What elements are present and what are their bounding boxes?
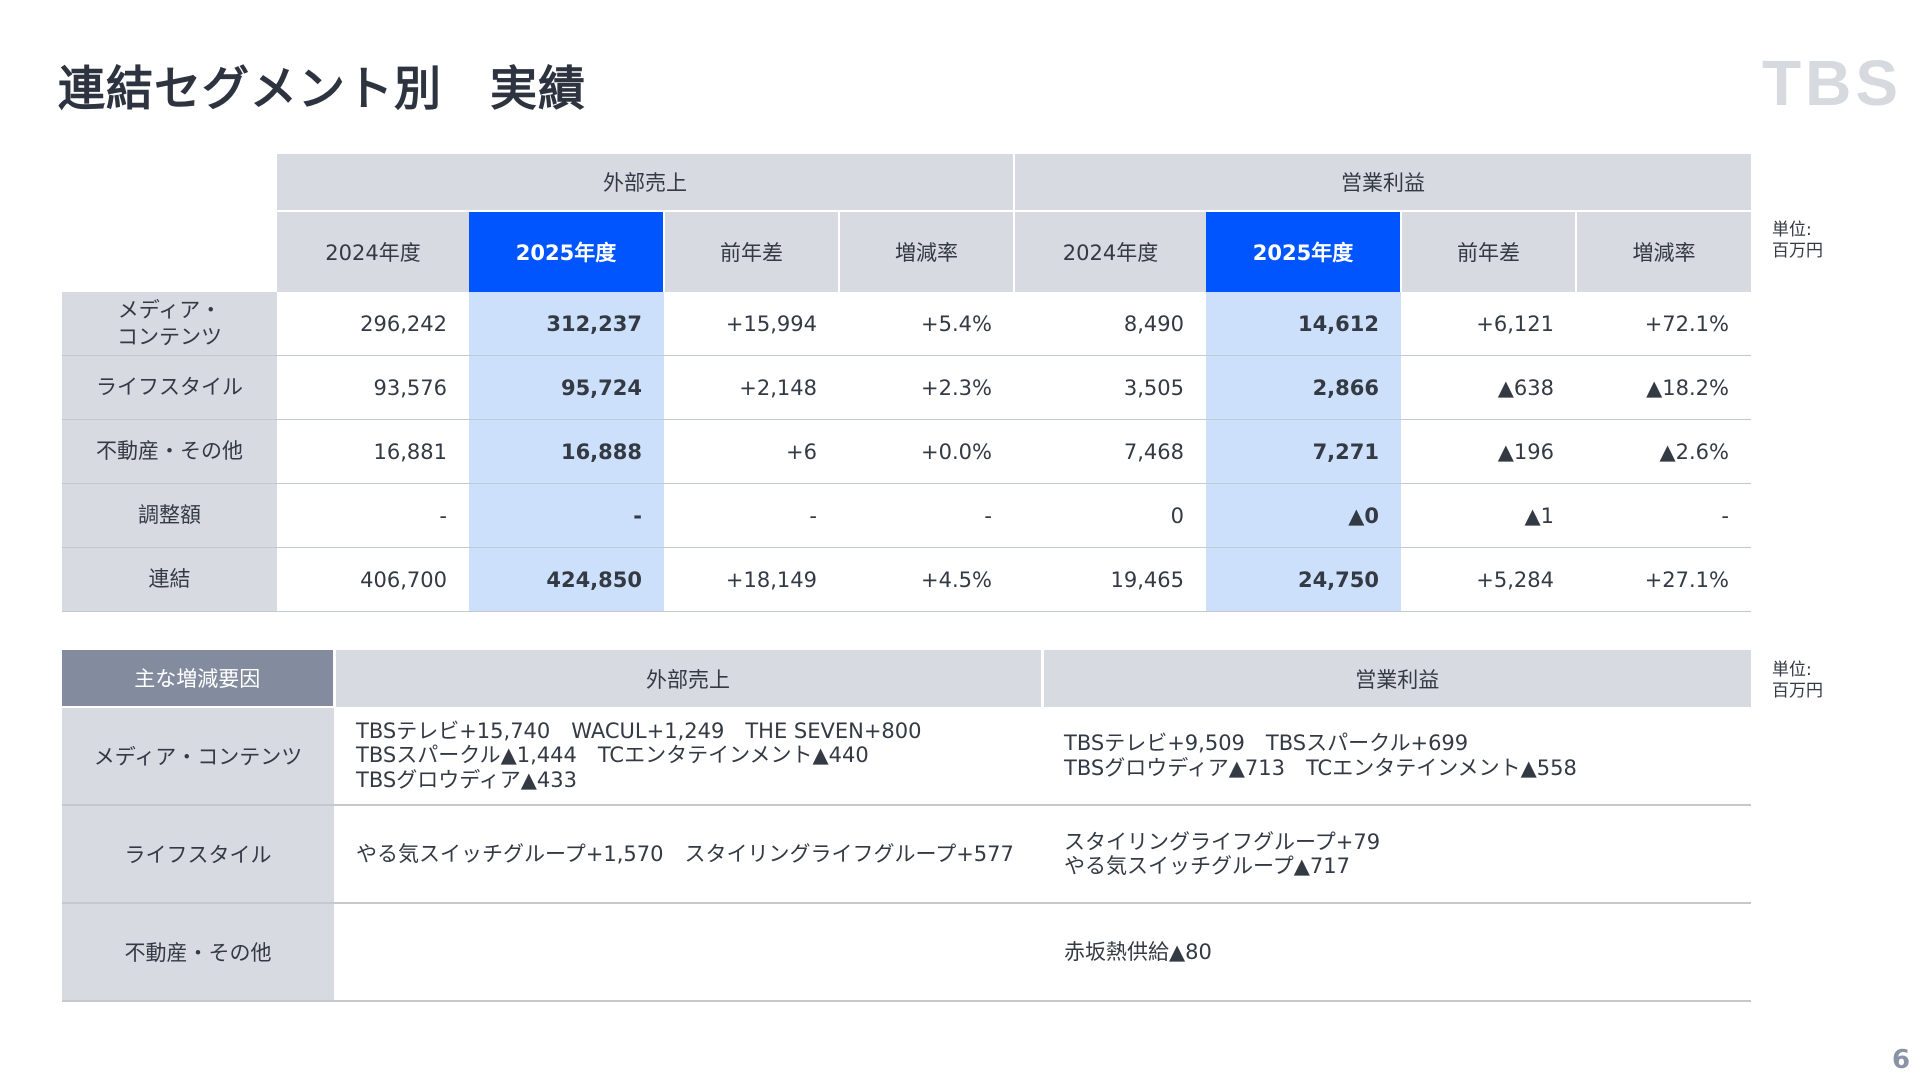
value-cell: 16,881 (277, 419, 469, 484)
row-header: 調整額 (62, 483, 277, 548)
group-header-external-sales: 外部売上 (332, 650, 1042, 707)
corner-blank (62, 211, 277, 292)
col-header: 増減率 (838, 210, 1014, 292)
col-header: 2024年度 (277, 210, 469, 292)
col-header-current: 2025年度 (469, 210, 664, 292)
table-row: メディア・ コンテンツ 296,242 312,237 +15,994 +5.4%… (62, 292, 1751, 356)
table-row: 連結 406,700 424,850 +18,149 +4.5% 19,465 … (62, 547, 1751, 612)
page-number: 6 (1892, 1045, 1911, 1075)
value-cell-current: ▲0 (1206, 483, 1401, 548)
group-header-external-sales: 外部売上 (277, 154, 1014, 211)
value-cell: - (664, 483, 839, 548)
profit-factors-cell: 赤坂熱供給▲80 (1042, 903, 1751, 1002)
value-cell: +2.3% (839, 355, 1014, 420)
value-cell-current: 14,612 (1206, 292, 1401, 356)
value-cell: ▲638 (1401, 355, 1576, 420)
row-header: メディア・コンテンツ (62, 706, 334, 806)
value-cell: 19,465 (1014, 547, 1206, 612)
unit-label-factors: 単位: 百万円 (1772, 660, 1823, 701)
row-header: ライフスタイル (62, 805, 334, 904)
col-header: 増減率 (1575, 210, 1751, 292)
row-header: 連結 (62, 547, 277, 612)
value-cell: 0 (1014, 483, 1206, 548)
group-header-operating-profit: 営業利益 (1013, 154, 1751, 211)
value-cell: - (839, 483, 1014, 548)
value-cell-current: 16,888 (469, 419, 664, 484)
row-header: ライフスタイル (62, 355, 277, 420)
value-cell: 406,700 (277, 547, 469, 612)
value-cell: +72.1% (1576, 292, 1751, 356)
value-cell: ▲1 (1401, 483, 1576, 548)
value-cell: +5.4% (839, 292, 1014, 356)
value-cell: ▲18.2% (1576, 355, 1751, 420)
value-cell: 93,576 (277, 355, 469, 420)
corner-blank (62, 154, 277, 211)
profit-factors-cell: スタイリングライフグループ+79 やる気スイッチグループ▲717 (1042, 805, 1751, 904)
table-row: メディア・コンテンツ TBSテレビ+15,740 WACUL+1,249 THE… (62, 706, 1751, 806)
table-row: ライフスタイル やる気スイッチグループ+1,570 スタイリングライフグループ+… (62, 805, 1751, 904)
sales-factors-cell: TBSテレビ+15,740 WACUL+1,249 THE SEVEN+800 … (334, 707, 1042, 806)
table-row: 不動産・その他 16,881 16,888 +6 +0.0% 7,468 7,2… (62, 419, 1751, 484)
value-cell-current: 95,724 (469, 355, 664, 420)
group-header-operating-profit: 営業利益 (1040, 650, 1751, 707)
row-header: メディア・コンテンツ (62, 292, 277, 356)
factors-corner-header: 主な増減要因 (62, 650, 334, 707)
unit-label: 単位: 百万円 (1772, 220, 1823, 261)
col-header: 前年差 (663, 210, 839, 292)
value-cell: 3,505 (1014, 355, 1206, 420)
table-row: ライフスタイル 93,576 95,724 +2,148 +2.3% 3,505… (62, 355, 1751, 420)
value-cell: +15,994 (664, 292, 839, 356)
table-row: 調整額 - - - - 0 ▲0 ▲1 - (62, 483, 1751, 548)
value-cell: 8,490 (1014, 292, 1206, 356)
sales-factors-cell: やる気スイッチグループ+1,570 スタイリングライフグループ+577 (334, 805, 1042, 904)
col-header: 前年差 (1400, 210, 1576, 292)
value-cell: +0.0% (839, 419, 1014, 484)
page-title: 連結セグメント別 実績 (58, 62, 586, 117)
value-cell-current: 7,271 (1206, 419, 1401, 484)
value-cell: ▲2.6% (1576, 419, 1751, 484)
value-cell: +6,121 (1401, 292, 1576, 356)
value-cell: +6 (664, 419, 839, 484)
profit-factors-cell: TBSテレビ+9,509 TBSスパークル+699 TBSグロウディア▲713 … (1042, 707, 1751, 806)
value-cell-current: 424,850 (469, 547, 664, 612)
tbs-logo: TBS (1762, 47, 1902, 119)
value-cell: +5,284 (1401, 547, 1576, 612)
col-header: 2024年度 (1013, 210, 1206, 292)
row-header: 不動産・その他 (62, 419, 277, 484)
value-cell-current: 312,237 (469, 292, 664, 356)
col-header-current: 2025年度 (1206, 210, 1401, 292)
value-cell: - (1576, 483, 1751, 548)
value-cell-current: - (469, 483, 664, 548)
value-cell: +4.5% (839, 547, 1014, 612)
value-cell-current: 24,750 (1206, 547, 1401, 612)
value-cell: 7,468 (1014, 419, 1206, 484)
main-factors-table: 主な増減要因 外部売上 営業利益 メディア・コンテンツ TBSテレビ+15,74… (62, 650, 1751, 1002)
value-cell: +18,149 (664, 547, 839, 612)
value-cell: +2,148 (664, 355, 839, 420)
table-row: 不動産・その他 赤坂熱供給▲80 (62, 903, 1751, 1002)
sales-factors-cell (334, 903, 1042, 1002)
value-cell: 296,242 (277, 292, 469, 356)
row-header: 不動産・その他 (62, 903, 334, 1002)
value-cell: +27.1% (1576, 547, 1751, 612)
value-cell: - (277, 483, 469, 548)
value-cell: ▲196 (1401, 419, 1576, 484)
value-cell-current: 2,866 (1206, 355, 1401, 420)
segment-results-table: 外部売上 営業利益 2024年度 2025年度 前年差 増減率 2024年度 2… (62, 154, 1751, 612)
